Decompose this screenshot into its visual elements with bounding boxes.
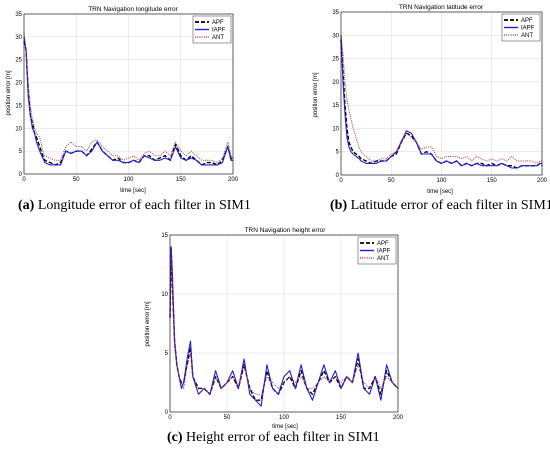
chart-latitude-error: TRN Navigation latitude error position e… (313, 4, 548, 195)
caption-text: Height error of each filter in SIM1 (182, 430, 380, 445)
y-tick-label: 25 (15, 58, 22, 64)
series-line-iapf (340, 35, 542, 169)
x-axis-label: time [sec] (120, 188, 146, 194)
y-tick-label: 25 (332, 57, 339, 63)
x-axis-label: time [sec] (427, 189, 453, 195)
x-axis-label: time [sec] (272, 424, 298, 430)
legend-label-iapf: IAPF (377, 249, 391, 255)
y-tick-label: 15 (332, 103, 339, 109)
x-tick-label: 150 (487, 178, 498, 184)
y-tick-label: 20 (332, 80, 339, 86)
y-tick-label: 30 (332, 33, 339, 39)
y-axis-label: position error [m] (145, 301, 151, 346)
series-line-ant (23, 32, 234, 164)
y-axis-label: position error [m] (313, 72, 319, 117)
axes-box (169, 234, 399, 413)
legend-label-apf: APF (212, 20, 224, 26)
x-tick-label: 0 (22, 177, 26, 183)
y-tick-label: 10 (15, 126, 22, 132)
series-line-iapf (23, 36, 233, 166)
y-tick-label: 35 (332, 10, 339, 16)
legend-label-apf: APF (377, 241, 389, 247)
y-tick-label: 20 (15, 81, 22, 87)
x-tick-label: 50 (73, 177, 80, 183)
x-tick-label: 100 (123, 177, 134, 183)
legend-label-ant: ANT (377, 256, 389, 262)
x-tick-label: 50 (388, 178, 395, 184)
chart-title: TRN Navigation longitude error (88, 6, 178, 13)
y-tick-label: 0 (165, 410, 169, 416)
y-tick-label: 5 (19, 149, 23, 155)
series-line-iapf (169, 246, 399, 407)
y-axis-label: position error [m] (6, 70, 12, 115)
x-tick-label: 200 (537, 178, 548, 184)
legend-label-ant: ANT (521, 33, 533, 39)
series-line-ant (169, 258, 399, 395)
y-tick-label: 0 (19, 172, 23, 178)
x-tick-label: 150 (336, 415, 347, 421)
x-tick-label: 100 (436, 178, 447, 184)
legend-label-ant: ANT (212, 35, 224, 41)
y-tick-label: 15 (161, 233, 168, 239)
caption-text: Longitude error of each filter in SIM1 (34, 198, 251, 213)
legend-label-iapf: IAPF (212, 28, 226, 34)
x-tick-label: 200 (228, 177, 239, 183)
axes-box (340, 11, 543, 176)
x-tick-label: 0 (339, 178, 343, 184)
caption-text: Latitude error of each filter in SIM1 (347, 198, 550, 213)
y-tick-label: 0 (336, 173, 340, 179)
caption-tag: (b) (330, 198, 348, 213)
y-tick-label: 10 (332, 126, 339, 132)
y-tick-label: 35 (15, 12, 22, 18)
chart-longitude-error: TRN Navigation longitude error position … (6, 6, 239, 194)
y-tick-label: 5 (165, 351, 169, 357)
y-tick-label: 15 (15, 103, 22, 109)
chart-height-error: TRN Navigation height error position err… (145, 227, 404, 430)
legend-label-iapf: IAPF (521, 26, 535, 32)
caption-c: (c) Height error of each filter in SIM1 (167, 430, 380, 446)
x-tick-label: 0 (168, 415, 172, 421)
x-tick-label: 100 (279, 415, 290, 421)
x-tick-label: 50 (224, 415, 231, 421)
caption-tag: (a) (18, 198, 35, 213)
x-tick-label: 200 (393, 415, 404, 421)
chart-title: TRN Navigation latitude error (399, 4, 484, 11)
chart-title: TRN Navigation height error (245, 227, 327, 234)
legend-label-apf: APF (521, 18, 533, 24)
y-tick-label: 5 (336, 150, 340, 156)
series-line-ant (340, 35, 542, 164)
x-tick-label: 150 (176, 177, 187, 183)
caption-b: (b) Latitude error of each filter in SIM… (330, 198, 550, 214)
caption-tag: (c) (167, 430, 183, 445)
y-tick-label: 10 (161, 292, 168, 298)
axes-box (23, 13, 234, 175)
caption-a: (a) Longitude error of each filter in SI… (18, 198, 251, 214)
y-tick-label: 30 (15, 35, 22, 41)
